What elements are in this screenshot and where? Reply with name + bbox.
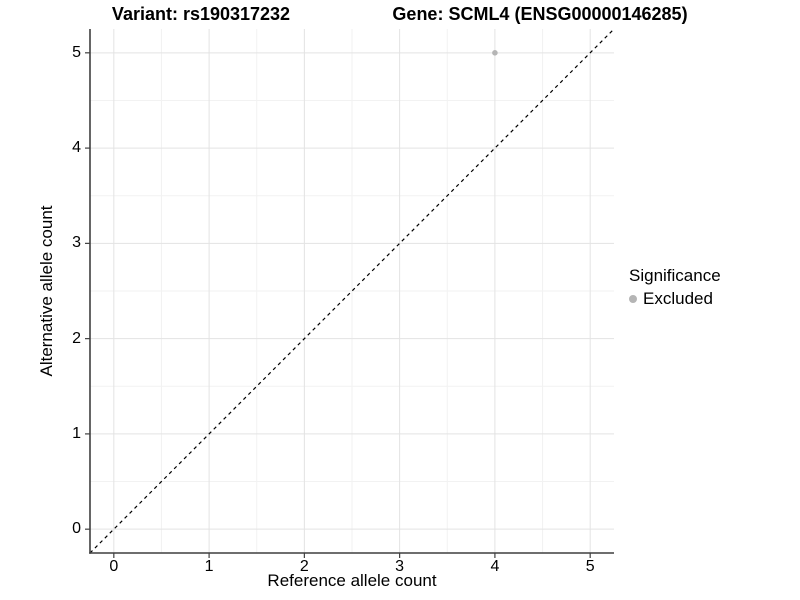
plot-title-variant: Variant: rs190317232: [111, 4, 291, 24]
legend-title: Significance: [629, 266, 721, 285]
y-tick-label: 5: [72, 43, 81, 61]
y-tick-label: 4: [72, 139, 81, 157]
x-tick-label: 4: [490, 558, 500, 575]
legend-entry: Excluded: [629, 289, 721, 309]
y-tick-label: 3: [72, 234, 81, 252]
x-tick-label: 1: [204, 558, 214, 575]
x-tick-label: 5: [585, 558, 595, 575]
y-tick-label: 2: [72, 329, 81, 347]
legend: Significance Excluded: [629, 266, 721, 309]
y-tick-label: 1: [72, 424, 81, 442]
x-tick-label: 2: [299, 558, 309, 575]
x-tick-label: 0: [109, 558, 119, 575]
x-tick-label: 3: [395, 558, 405, 575]
plot-title-gene: Gene: SCML4 (ENSG00000146285): [392, 4, 688, 24]
legend-entry-label: Excluded: [643, 289, 713, 308]
identity-reference-line: [89, 28, 615, 554]
y-tick-label: 0: [72, 520, 81, 538]
data-point: [492, 50, 498, 56]
x-axis-title: Reference allele count: [267, 571, 437, 590]
y-axis-title: Alternative allele count: [37, 205, 56, 377]
legend-point-marker-icon: [629, 295, 637, 303]
